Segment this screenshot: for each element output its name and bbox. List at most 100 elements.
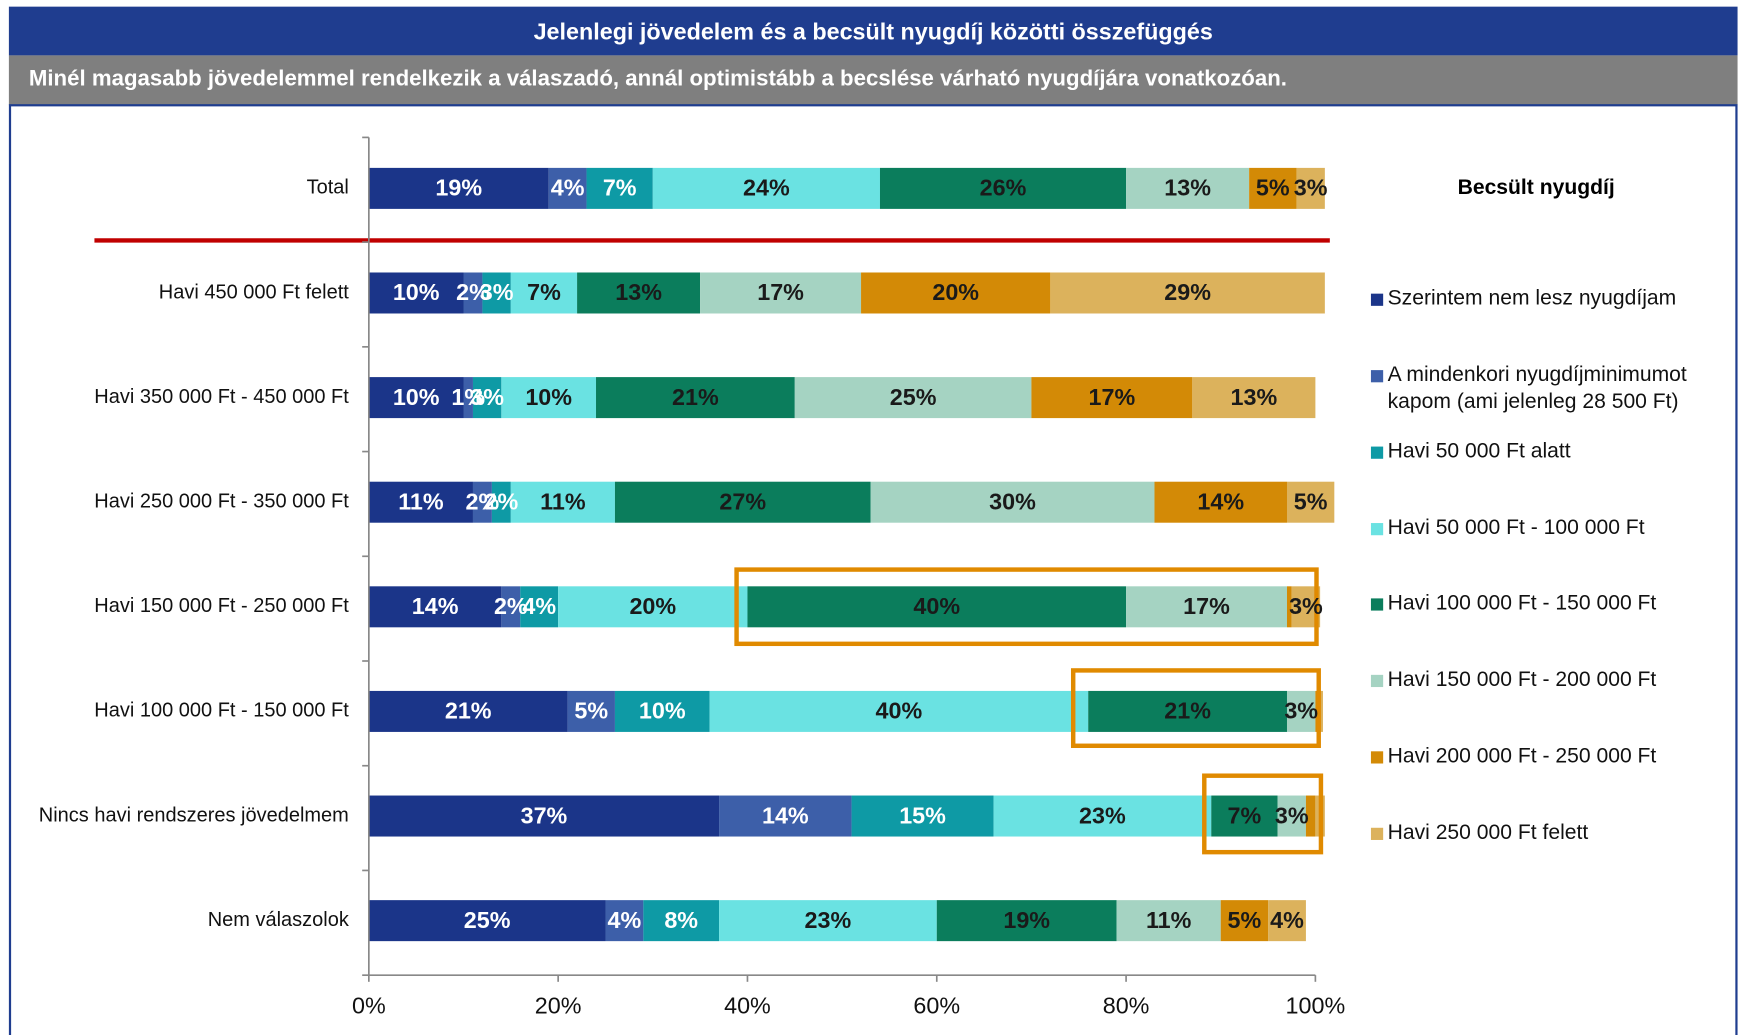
value-label: 3% <box>1289 593 1323 619</box>
value-label: 26% <box>980 175 1027 201</box>
legend-swatch <box>1370 674 1384 688</box>
bar-segment <box>472 377 502 419</box>
legend-swatch <box>1370 293 1384 306</box>
bar-segment <box>368 167 549 209</box>
x-tick-label: 40% <box>724 992 771 1018</box>
value-label: 5% <box>1256 175 1290 201</box>
bar-segment <box>1305 795 1316 837</box>
bar-segment <box>1031 377 1193 419</box>
bar-segment <box>368 481 473 523</box>
value-label: 4% <box>1270 907 1304 933</box>
chart-subtitle: Minél magasabb jövedelemmel rendelkezik … <box>29 66 1287 91</box>
bar-segment <box>368 377 464 419</box>
bar-segment <box>482 272 511 314</box>
bar-segment <box>1286 690 1316 732</box>
bar-segment <box>614 481 871 523</box>
value-label: 7% <box>1228 802 1262 828</box>
bar-segment <box>1220 900 1269 942</box>
bar-segment <box>1192 377 1316 419</box>
legend-item: Havi 150 000 Ft - 200 000 Ft <box>1387 668 1657 692</box>
legend-swatch <box>1370 751 1384 764</box>
legend-item: Havi 200 000 Ft - 250 000 Ft <box>1388 745 1657 768</box>
value-label: 2% <box>466 488 500 514</box>
x-tick-label: 60% <box>913 992 960 1018</box>
legend-item: Szerintem nem lesz nyugdíjam <box>1388 287 1677 310</box>
bar-segment <box>719 795 852 837</box>
value-label: 3% <box>1284 698 1318 724</box>
legend-swatch <box>1370 827 1384 840</box>
bar-segment <box>368 586 502 628</box>
y-tick-label: Havi 150 000 Ft - 250 000 Ft <box>94 595 349 617</box>
bar-segment <box>463 377 473 419</box>
value-label: 10% <box>393 384 440 410</box>
legend-item: A mindenkori nyugdíjminimumot kapom (ami… <box>1387 363 1687 414</box>
value-label: 8% <box>664 907 698 933</box>
plot-frame <box>8 104 1738 1035</box>
value-label: 23% <box>1079 802 1126 828</box>
bar-segment <box>870 481 1155 523</box>
bar-segment <box>472 481 492 523</box>
bar-segment <box>1249 167 1297 209</box>
bar-segment <box>936 900 1117 942</box>
value-label: 14% <box>762 802 809 828</box>
value-label: 20% <box>629 593 676 619</box>
value-label: 19% <box>435 175 482 201</box>
value-label: 3% <box>480 279 514 305</box>
value-label: 30% <box>989 488 1036 514</box>
value-label: 3% <box>1294 175 1328 201</box>
value-label: 24% <box>743 175 790 201</box>
legend-swatch <box>1370 598 1384 611</box>
legend-swatch <box>1370 370 1384 383</box>
legend-label: Havi 50 000 Ft alatt <box>1387 439 1571 464</box>
value-label: 40% <box>876 698 923 724</box>
legend-title: Becsült nyugdíj <box>1458 176 1615 199</box>
value-label: 2% <box>494 593 528 619</box>
value-label: 21% <box>1164 698 1211 724</box>
value-label: 7% <box>603 175 637 201</box>
value-label: 17% <box>757 279 804 305</box>
value-label: 25% <box>890 384 937 410</box>
value-label: 29% <box>1164 279 1211 305</box>
legend-swatch <box>1370 523 1384 536</box>
bar-segment <box>1286 481 1335 523</box>
bar-segment <box>368 690 568 732</box>
title-bar <box>8 6 1738 56</box>
legend-label: A mindenkori nyugdíjminimumot kapom (ami… <box>1387 363 1687 414</box>
bar-segment <box>586 167 653 209</box>
value-label: 4% <box>608 907 642 933</box>
x-tick-label: 100% <box>1286 992 1346 1018</box>
legend-label: Havi 150 000 Ft - 200 000 Ft <box>1387 668 1657 692</box>
value-label: 11% <box>540 488 586 514</box>
value-label: 17% <box>1089 384 1136 410</box>
bar-segment <box>596 377 795 419</box>
value-label: 3% <box>470 384 504 410</box>
legend-label: Havi 50 000 Ft - 100 000 Ft <box>1387 516 1645 540</box>
bar-segment <box>558 586 748 628</box>
bar-segment <box>491 481 511 523</box>
value-label: 37% <box>521 802 568 828</box>
value-label: 17% <box>1183 593 1230 619</box>
value-label: 10% <box>525 384 572 410</box>
value-label: 11% <box>398 488 444 514</box>
bar-segment <box>747 586 1127 628</box>
value-label: 4% <box>551 175 585 201</box>
y-tick-label: Total <box>307 177 349 199</box>
value-label: 5% <box>1228 907 1262 933</box>
bar-segment <box>1126 586 1287 628</box>
value-label: 3% <box>1275 802 1309 828</box>
bar-segment <box>368 795 720 837</box>
value-label: 13% <box>1231 384 1278 410</box>
value-label: 27% <box>719 488 766 514</box>
bar-segment <box>652 167 880 209</box>
bar-segment <box>1320 690 1323 732</box>
highlight-box <box>734 567 1319 647</box>
bar-segment <box>614 690 710 732</box>
value-label: 14% <box>412 593 459 619</box>
legend-label: Havi 250 000 Ft felett <box>1387 821 1589 845</box>
bar-segment <box>520 586 559 628</box>
value-label: 13% <box>615 279 662 305</box>
bar-segment <box>861 272 1051 314</box>
value-label: 1% <box>451 384 485 410</box>
bar-segment <box>501 586 521 628</box>
